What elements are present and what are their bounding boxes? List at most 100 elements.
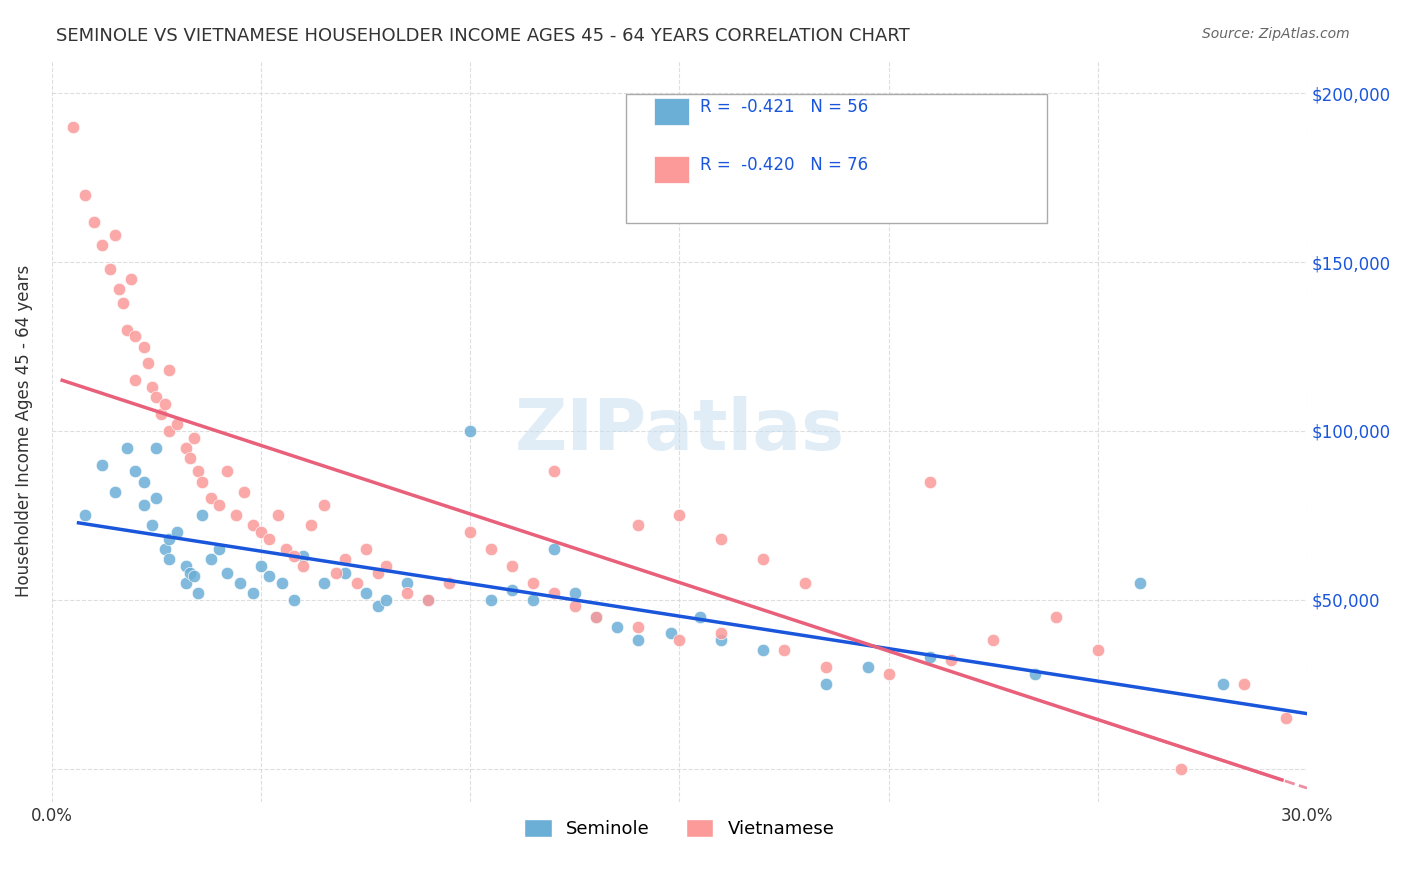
- Point: [83, 214, 105, 228]
- Point: [1275, 711, 1298, 725]
- Point: [283, 549, 305, 563]
- Point: [375, 558, 398, 573]
- Point: [242, 586, 264, 600]
- Point: [191, 475, 214, 489]
- Point: [132, 498, 155, 512]
- Point: [98, 261, 121, 276]
- Point: [103, 484, 125, 499]
- Point: [191, 508, 214, 523]
- Point: [217, 566, 239, 580]
- Point: [174, 441, 197, 455]
- Point: [107, 282, 129, 296]
- Point: [229, 575, 252, 590]
- Point: [346, 575, 368, 590]
- Point: [259, 569, 281, 583]
- Point: [174, 575, 197, 590]
- Point: [354, 542, 377, 557]
- Point: [208, 542, 231, 557]
- Point: [225, 508, 247, 523]
- Point: [941, 653, 963, 667]
- Point: [183, 569, 205, 583]
- Point: [179, 566, 201, 580]
- Point: [312, 575, 335, 590]
- Point: [136, 356, 159, 370]
- Point: [814, 677, 837, 691]
- Point: [333, 566, 356, 580]
- Point: [522, 575, 544, 590]
- Point: [1129, 575, 1152, 590]
- Point: [626, 633, 648, 648]
- Point: [157, 532, 180, 546]
- Point: [458, 525, 481, 540]
- Point: [710, 633, 733, 648]
- Point: [124, 373, 146, 387]
- Point: [267, 508, 290, 523]
- Point: [62, 120, 84, 135]
- Point: [1045, 609, 1067, 624]
- Point: [250, 558, 273, 573]
- Point: [149, 407, 172, 421]
- Point: [217, 465, 239, 479]
- Point: [752, 552, 775, 566]
- Point: [333, 552, 356, 566]
- Point: [325, 566, 347, 580]
- Point: [259, 532, 281, 546]
- Point: [157, 424, 180, 438]
- Point: [458, 424, 481, 438]
- Point: [174, 558, 197, 573]
- Point: [91, 458, 114, 472]
- Point: [543, 465, 565, 479]
- Point: [145, 390, 167, 404]
- Point: [187, 586, 209, 600]
- Text: Source: ZipAtlas.com: Source: ZipAtlas.com: [1202, 27, 1350, 41]
- Point: [367, 599, 389, 614]
- Point: [183, 431, 205, 445]
- Point: [626, 518, 648, 533]
- Point: [814, 660, 837, 674]
- Point: [250, 525, 273, 540]
- Point: [200, 552, 222, 566]
- Point: [418, 592, 440, 607]
- Text: R =  -0.421   N = 56: R = -0.421 N = 56: [700, 98, 869, 116]
- Point: [564, 586, 586, 600]
- Point: [153, 542, 176, 557]
- Point: [1170, 762, 1192, 776]
- Point: [242, 518, 264, 533]
- Point: [145, 491, 167, 506]
- Point: [132, 339, 155, 353]
- Point: [668, 633, 690, 648]
- Point: [479, 592, 502, 607]
- Point: [773, 643, 796, 657]
- Point: [115, 323, 138, 337]
- Point: [274, 542, 297, 557]
- Point: [179, 450, 201, 465]
- Point: [124, 329, 146, 343]
- Point: [103, 228, 125, 243]
- Point: [299, 518, 322, 533]
- Point: [396, 575, 419, 590]
- Point: [752, 643, 775, 657]
- Point: [501, 558, 523, 573]
- Point: [606, 620, 628, 634]
- Point: [479, 542, 502, 557]
- Point: [145, 441, 167, 455]
- Point: [501, 582, 523, 597]
- Point: [157, 552, 180, 566]
- Y-axis label: Householder Income Ages 45 - 64 years: Householder Income Ages 45 - 64 years: [15, 265, 32, 597]
- Text: SEMINOLE VS VIETNAMESE HOUSEHOLDER INCOME AGES 45 - 64 YEARS CORRELATION CHART: SEMINOLE VS VIETNAMESE HOUSEHOLDER INCOM…: [56, 27, 910, 45]
- Point: [375, 592, 398, 607]
- Point: [75, 187, 97, 202]
- Point: [396, 586, 419, 600]
- Point: [585, 609, 607, 624]
- Point: [91, 238, 114, 252]
- Point: [689, 609, 711, 624]
- Point: [124, 465, 146, 479]
- Point: [291, 549, 314, 563]
- Text: ZIPatlas: ZIPatlas: [515, 396, 845, 466]
- Point: [270, 575, 292, 590]
- Point: [793, 575, 815, 590]
- Text: R =  -0.420   N = 76: R = -0.420 N = 76: [700, 156, 869, 174]
- Point: [233, 484, 256, 499]
- Point: [1233, 677, 1256, 691]
- Point: [585, 609, 607, 624]
